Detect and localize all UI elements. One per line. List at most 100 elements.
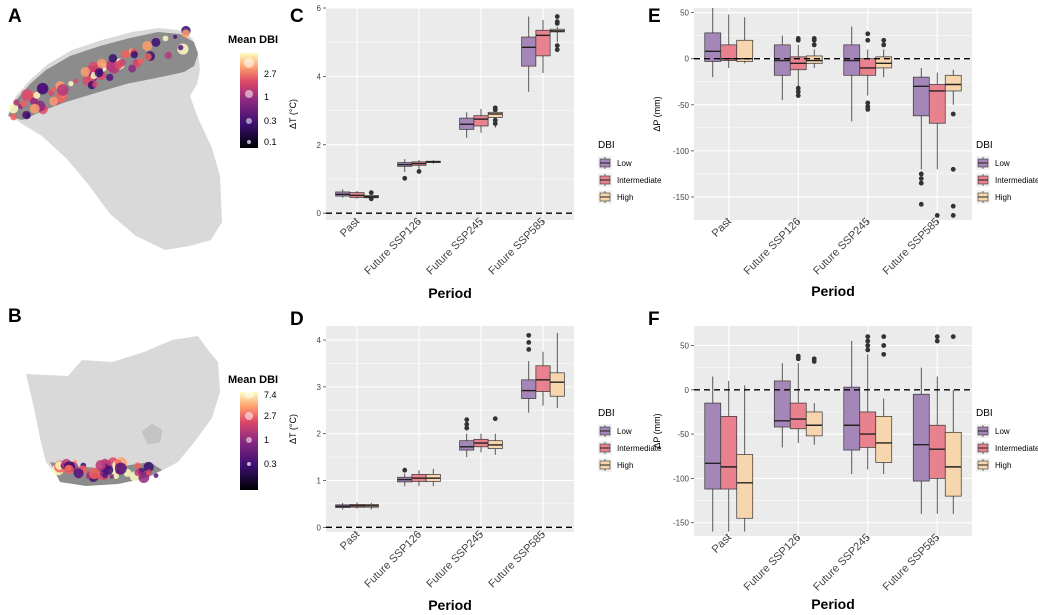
box-intermediate-future-ssp245 [859, 31, 877, 112]
colorbar-a-size-marker [244, 58, 254, 68]
x-axis-title: Period [811, 283, 855, 299]
x-tick-label: Future SSP126 [742, 532, 804, 594]
colorbar-b-title: Mean DBI [228, 374, 278, 386]
occurrence-dot [109, 474, 114, 479]
box-outlier [464, 417, 470, 423]
x-tick-label: Future SSP245 [424, 529, 486, 591]
box-outlier [881, 343, 887, 348]
y-tick-label: -100 [673, 474, 690, 483]
box-body [944, 74, 962, 92]
box-outlier [554, 47, 560, 53]
box-high-future-ssp126 [805, 356, 823, 445]
box-low-future-ssp126 [773, 363, 791, 448]
box-outlier [554, 19, 560, 25]
box-high-future-ssp585 [944, 69, 962, 218]
box-outlier [464, 425, 470, 431]
y-axis-title: ΔP (mm) [652, 413, 662, 448]
x-tick-label: Future SSP585 [881, 532, 943, 594]
panel-label-c: C [290, 6, 304, 27]
colorbar-a-ticks: 2.7 1 0.3 0.1 [244, 58, 277, 147]
occurrence-dot [151, 37, 161, 47]
occurrence-dot [106, 73, 114, 82]
occurrence-dot [145, 469, 152, 476]
box-low-future-ssp585 [521, 332, 537, 413]
box-low-future-ssp245 [843, 341, 861, 474]
occurrence-dot [121, 49, 130, 59]
x-tick-label: Future SSP126 [362, 216, 424, 278]
box-body [535, 365, 551, 392]
box-outlier [811, 356, 817, 362]
occurrence-dot [20, 100, 28, 108]
box-outlier [811, 42, 817, 48]
map-b-enclave [141, 423, 163, 445]
legend-entry-label: High [617, 461, 633, 470]
colorbar-a-title: Mean DBI [228, 34, 278, 46]
y-tick-label: -150 [673, 193, 690, 202]
box-intermediate-future-ssp126 [789, 36, 807, 98]
box-high-future-ssp245 [487, 105, 503, 128]
box-high-future-ssp245 [487, 416, 503, 455]
occurrence-dot [88, 467, 101, 480]
y-tick-label: 6 [317, 4, 322, 13]
occurrence-dot [25, 113, 31, 119]
box-outlier [865, 334, 871, 340]
occurrence-dot [177, 44, 184, 51]
legend-title: DBI [976, 408, 993, 419]
y-tick-label: -50 [677, 430, 689, 439]
box-outlier [865, 338, 871, 344]
x-tick-label: Future SSP585 [881, 216, 943, 278]
legend-title: DBI [976, 140, 993, 151]
legend-entry-label: Intermediate [617, 176, 662, 185]
x-tick-label: Future SSP245 [811, 216, 873, 278]
map-a-occurrence-dots [8, 25, 191, 121]
occurrence-dot [130, 51, 138, 59]
x-tick-label: Past [338, 529, 362, 553]
box-body [521, 379, 537, 399]
box-body [944, 431, 962, 497]
box-body [535, 29, 551, 57]
box-high-future-ssp245 [875, 37, 893, 78]
panel-label-d: D [290, 309, 304, 330]
x-tick-label: Future SSP245 [811, 532, 873, 594]
legend-entry-label: Low [617, 427, 632, 436]
occurrence-dot [142, 471, 147, 476]
occurrence-dot [97, 58, 107, 69]
box-low-future-ssp126 [773, 35, 791, 101]
occurrence-dot [164, 51, 172, 59]
occurrence-dot [94, 68, 104, 78]
box-outlier [918, 201, 924, 207]
box-outlier [492, 105, 498, 111]
box-intermediate-future-ssp126 [789, 353, 807, 443]
y-tick-label: 2 [317, 141, 322, 150]
colorbar-b-tick-label: 2.7 [264, 411, 277, 421]
x-tick-label: Future SSP585 [486, 529, 548, 591]
box-body [912, 76, 930, 117]
box-outlier [492, 416, 498, 422]
x-tick-label: Future SSP126 [362, 529, 424, 591]
panel-label-f: F [648, 309, 660, 330]
box-outlier [865, 343, 871, 348]
x-axis-title: Period [811, 596, 855, 612]
box-high-future-ssp126 [425, 468, 441, 487]
occurrence-dot [58, 99, 63, 104]
box-outlier [795, 36, 801, 41]
x-axis-title: Period [428, 597, 472, 613]
legend-title: DBI [598, 408, 615, 419]
map-b-occurrence-dots [52, 457, 159, 483]
box-intermediate-future-ssp585 [928, 72, 946, 218]
box-body [875, 416, 893, 463]
box-outlier [811, 36, 817, 41]
colorbar-a-size-marker [246, 118, 252, 124]
box-body [789, 402, 807, 430]
box-body [843, 386, 861, 451]
occurrence-dot [144, 53, 152, 61]
box-outlier [402, 467, 408, 473]
occurrence-dot [51, 86, 57, 93]
occurrence-dot [33, 91, 41, 99]
box-outlier [464, 421, 470, 427]
